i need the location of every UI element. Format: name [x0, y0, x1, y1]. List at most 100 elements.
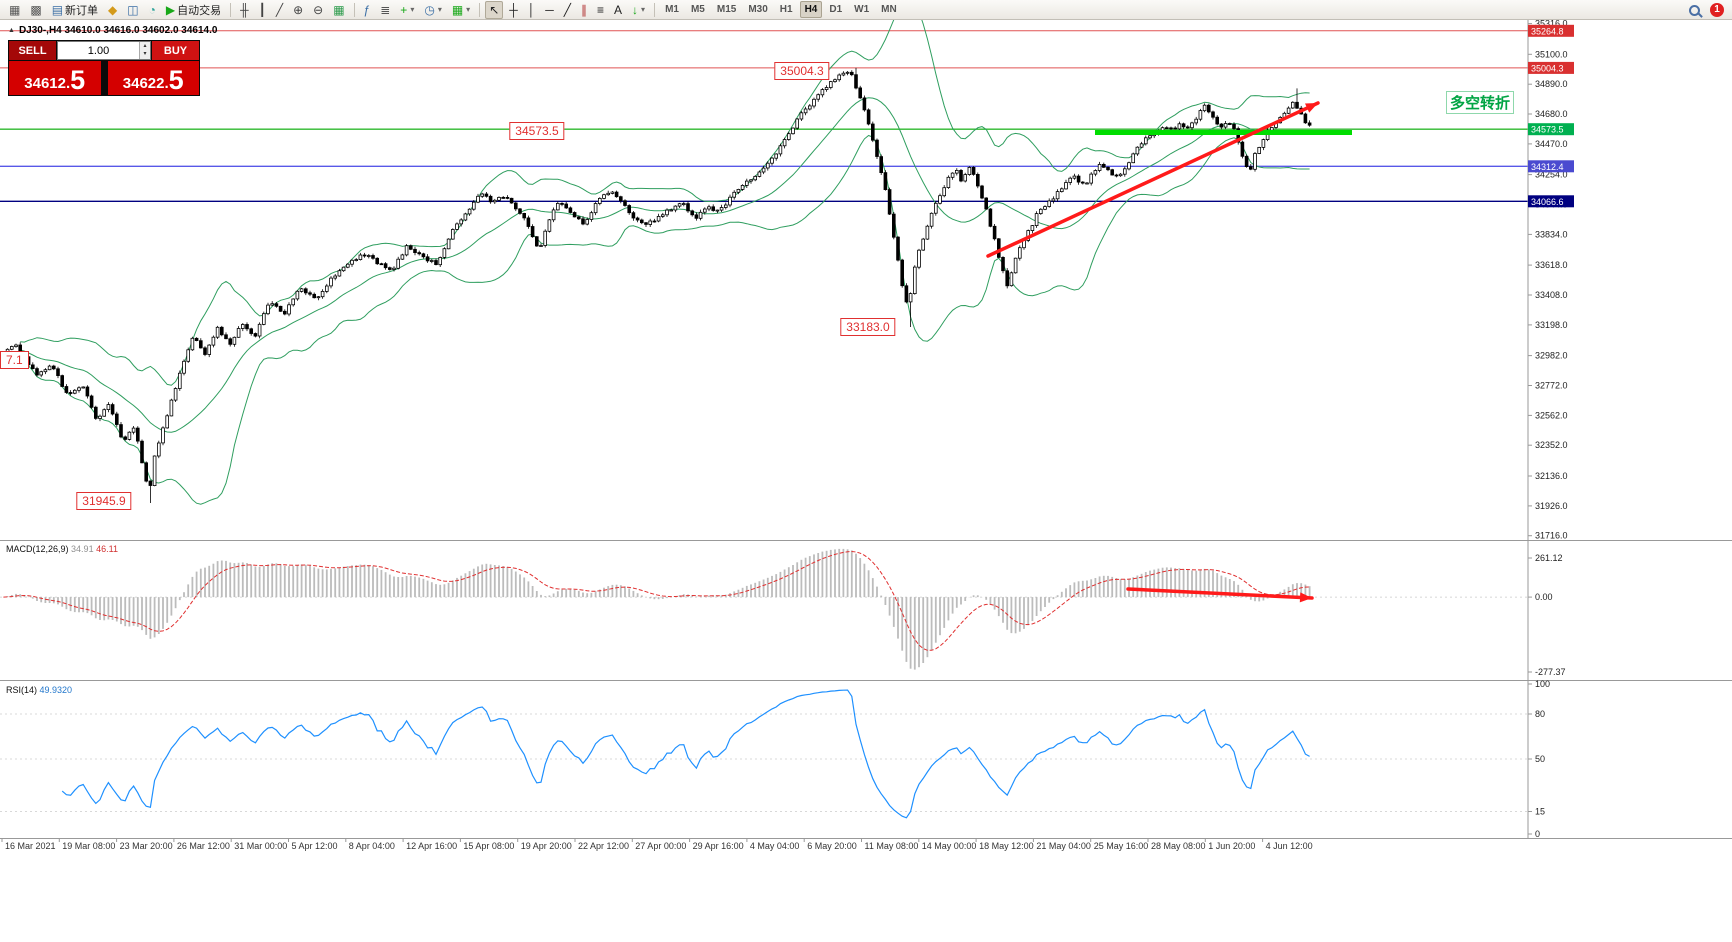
- zoom-out-icon[interactable]: ⊖: [309, 1, 327, 19]
- indicators-icon[interactable]: ƒ: [360, 1, 375, 19]
- volume-input[interactable]: 1.00 ▴ ▾: [57, 41, 151, 60]
- macd-panel: 261.12 0.00 -277.37: [0, 540, 1732, 677]
- dropdown-arrow-icon[interactable]: ▾: [410, 4, 415, 14]
- indicator-list-icon[interactable]: ≣: [376, 1, 394, 19]
- buy-price-text: 34622.: [122, 75, 169, 92]
- market-watch-icon: ◆: [108, 2, 118, 17]
- svg-text:26 Mar 12:00: 26 Mar 12:00: [177, 841, 230, 851]
- candlestick-chart-icon[interactable]: ┃: [255, 1, 270, 19]
- timeframe-w1[interactable]: W1: [854, 4, 870, 15]
- new-order-button: ▤: [51, 2, 64, 17]
- spinner-up-icon[interactable]: ▴: [143, 43, 147, 49]
- bar-chart-icon[interactable]: ╫: [236, 1, 253, 19]
- volume-spinner[interactable]: ▴ ▾: [139, 42, 150, 59]
- timeframe-d1[interactable]: D1: [829, 4, 843, 15]
- crosshair-icon[interactable]: ┼: [505, 1, 522, 19]
- annotation-text: 多空转折: [1446, 91, 1515, 114]
- mql-community-icon[interactable]: ◔: [145, 1, 160, 19]
- new-chart-icon: ▦: [9, 2, 21, 17]
- macd-name: MACD(12,26,9): [6, 544, 69, 554]
- svg-text:32136.0: 32136.0: [1535, 471, 1568, 481]
- vline-icon[interactable]: │: [524, 1, 540, 19]
- svg-text:31 Mar 00:00: 31 Mar 00:00: [234, 841, 287, 851]
- volume-value[interactable]: 1.00: [87, 44, 110, 57]
- collapse-panel-icon[interactable]: ▲: [8, 27, 15, 34]
- search-icon[interactable]: [1689, 4, 1700, 16]
- buy-price-button[interactable]: 34622. 5: [107, 61, 199, 95]
- indicator-list-icon: ≣: [380, 2, 391, 17]
- channel-icon[interactable]: ∥: [577, 1, 591, 19]
- rsi-label: RSI(14) 49.9320: [6, 685, 72, 695]
- svg-text:16 Mar 2021: 16 Mar 2021: [5, 841, 56, 851]
- autotrade-button[interactable]: ▶ 自动交易: [162, 1, 225, 19]
- price-scale: 35316.0 35100.0 34890.0 34680.0 34470.0 34254…: [1527, 19, 1574, 838]
- period-icon[interactable]: ◷ ▾: [420, 1, 446, 19]
- fibonacci-icon[interactable]: ≡: [593, 1, 608, 19]
- svg-text:0.00: 0.00: [1535, 592, 1553, 602]
- buy-button[interactable]: BUY: [152, 41, 199, 60]
- new-chart-icon[interactable]: ▦: [5, 1, 24, 19]
- sell-button[interactable]: SELL: [9, 41, 56, 60]
- line-chart-icon[interactable]: ╱: [272, 1, 287, 19]
- svg-text:27 Apr 00:00: 27 Apr 00:00: [635, 841, 686, 851]
- svg-text:-277.37: -277.37: [1535, 667, 1566, 677]
- period-icon: ◷: [424, 2, 435, 17]
- arrow-tool-icon[interactable]: ↓ ▾: [628, 1, 649, 19]
- spinner-down-icon[interactable]: ▾: [143, 51, 147, 57]
- template-icon[interactable]: ▦ ▾: [448, 1, 474, 19]
- cursor-icon[interactable]: ↖: [485, 0, 504, 19]
- arrow-tool-icon: ↓: [632, 2, 639, 17]
- svg-text:35264.8: 35264.8: [1531, 26, 1564, 36]
- data-window-icon: ◫: [127, 2, 139, 17]
- dropdown-arrow-icon[interactable]: ▾: [641, 4, 646, 14]
- market-watch-icon[interactable]: ◆: [104, 1, 121, 19]
- grid-icon[interactable]: ▦: [329, 1, 348, 19]
- dropdown-arrow-icon[interactable]: ▾: [437, 4, 442, 14]
- text-icon[interactable]: A: [610, 1, 626, 19]
- notification-badge[interactable]: 1: [1710, 3, 1724, 17]
- timeframe-m30[interactable]: M30: [748, 4, 768, 15]
- svg-text:0: 0: [1535, 829, 1540, 839]
- hline-icon: ─: [545, 2, 554, 17]
- sell-price-big-digit: 5: [70, 65, 86, 96]
- svg-text:29 Apr 16:00: 29 Apr 16:00: [693, 841, 744, 851]
- trendline-icon[interactable]: ╱: [560, 1, 575, 19]
- svg-text:35316.0: 35316.0: [1535, 19, 1568, 29]
- svg-text:12 Apr 16:00: 12 Apr 16:00: [406, 841, 457, 851]
- profiles-icon[interactable]: ▩: [26, 1, 45, 19]
- svg-text:34680.0: 34680.0: [1535, 109, 1568, 119]
- timeframe-m1[interactable]: M1: [665, 4, 679, 15]
- add-indicator-icon[interactable]: + ▾: [396, 1, 418, 19]
- timeframe-m15[interactable]: M15: [716, 4, 737, 15]
- drawings: [986, 101, 1352, 603]
- sell-price-button[interactable]: 34612. 5: [9, 61, 101, 95]
- mql-community-icon: ◔: [148, 2, 156, 17]
- line-chart-icon: ╱: [275, 2, 284, 17]
- macd-signal-value: 46.11: [96, 544, 118, 554]
- svg-text:35100.0: 35100.0: [1535, 49, 1568, 59]
- svg-text:18 May 12:00: 18 May 12:00: [979, 841, 1034, 851]
- toolbar-separator: [654, 2, 656, 17]
- timeframe-m5[interactable]: M5: [690, 4, 705, 15]
- candles: [1, 67, 1312, 503]
- fibonacci-icon: ≡: [597, 2, 605, 17]
- svg-text:34470.0: 34470.0: [1535, 139, 1568, 149]
- svg-text:14 May 00:00: 14 May 00:00: [922, 841, 977, 851]
- new-order-button[interactable]: ▤ 新订单: [48, 1, 102, 19]
- rsi-value: 49.9320: [39, 685, 73, 695]
- svg-text:34573.5: 34573.5: [1531, 125, 1564, 135]
- zoom-in-icon[interactable]: ⊕: [289, 1, 307, 19]
- timeframe-h4[interactable]: H4: [799, 1, 823, 18]
- svg-text:19 Mar 08:00: 19 Mar 08:00: [62, 841, 115, 851]
- data-window-icon[interactable]: ◫: [123, 1, 142, 19]
- hline-icon[interactable]: ─: [541, 1, 558, 19]
- dropdown-arrow-icon[interactable]: ▾: [466, 4, 471, 14]
- timeframe-h1[interactable]: H1: [779, 4, 793, 15]
- profiles-icon: ▩: [30, 2, 42, 17]
- svg-text:6 May 20:00: 6 May 20:00: [807, 841, 857, 851]
- svg-text:1 Jun 20:00: 1 Jun 20:00: [1208, 841, 1255, 851]
- candlestick-chart-icon: ┃: [258, 2, 266, 17]
- rsi-name: RSI(14): [6, 685, 38, 695]
- timeframe-mn[interactable]: MN: [881, 4, 897, 15]
